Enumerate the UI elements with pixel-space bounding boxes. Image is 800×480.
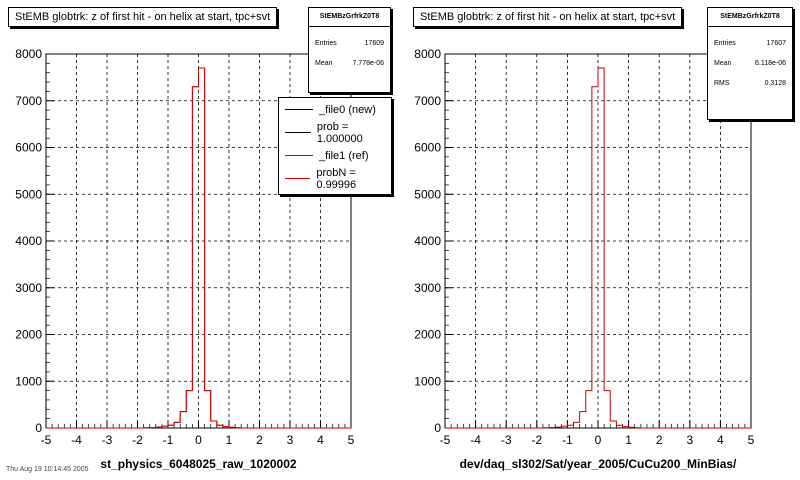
left-ytick-label-3: 3000 [15, 281, 42, 295]
legend-entry-new: _file0 (new) [279, 98, 391, 121]
right-ytick-label-7: 7000 [414, 94, 441, 108]
right-xtick-label-0: -5 [440, 433, 451, 447]
left-stats-mean: Mean 7.778e-06 [309, 60, 390, 67]
right-ytick-label-6: 6000 [414, 141, 441, 155]
legend-entry-prob: prob = 1.000000 [279, 120, 391, 145]
legend-line-probn [285, 178, 311, 179]
right-stats-mean-label: Mean [714, 60, 732, 67]
right-xaxis-label: dev/daq_sl302/Sat/year_2005/CuCu200_MinB… [460, 457, 737, 471]
right-ytick-label-8: 8000 [414, 47, 441, 61]
right-stats-entries-label: Entries [714, 40, 736, 47]
right-stats-entries-value: 17607 [766, 40, 786, 47]
legend-box: _file0 (new) prob = 1.000000 _file1 (ref… [278, 97, 392, 195]
legend-label-new: _file0 (new) [319, 103, 376, 116]
legend-entry-ref: _file1 (ref) [279, 144, 391, 167]
left-xtick-label-2: -3 [102, 433, 113, 447]
left-xtick-label-4: -1 [163, 433, 174, 447]
left-stats-box: StEMBzGrfrkZ0T8 Entries 17609 Mean 7.778… [308, 7, 391, 93]
left-xaxis-label: st_physics_6048025_raw_1020002 [100, 457, 296, 471]
left-stats-entries: Entries 17609 [309, 40, 390, 47]
left-stats-mean-label: Mean [315, 60, 333, 67]
right-stats-rms-label: RMS [714, 80, 730, 87]
right-xtick-label-10: 5 [748, 433, 755, 447]
right-stats-entries: Entries 17607 [708, 40, 792, 47]
right-stats-rms-value: 0.3128 [764, 80, 786, 87]
right-xtick-label-9: 4 [717, 433, 724, 447]
right-ytick-label-3: 3000 [414, 281, 441, 295]
left-stats-name: StEMBzGrfrkZ0T8 [309, 8, 390, 27]
right-stats-mean-value: 6.118e-06 [754, 60, 786, 67]
left-ytick-label-1: 1000 [15, 374, 42, 388]
right-stats-mean: Mean 6.118e-06 [708, 60, 792, 67]
left-xtick-label-0: -5 [41, 433, 52, 447]
right-histogram-series-0 [445, 67, 751, 429]
left-xtick-label-10: 5 [348, 433, 355, 447]
left-ytick-label-6: 6000 [15, 141, 42, 155]
left-histogram-series-1 [46, 67, 351, 429]
right-ytick-label-0: 0 [434, 421, 441, 435]
left-xtick-label-8: 3 [287, 433, 294, 447]
right-xtick-label-4: -1 [562, 433, 573, 447]
left-stats-entries-label: Entries [315, 40, 337, 47]
legend-entry-probn: probN = 0.99996 [279, 166, 391, 191]
left-xtick-label-3: -2 [132, 433, 143, 447]
right-xtick-label-3: -2 [531, 433, 542, 447]
left-stats-entries-value: 17609 [364, 40, 384, 47]
left-ytick-label-4: 4000 [15, 234, 42, 248]
right-xtick-label-7: 2 [656, 433, 663, 447]
right-xtick-label-6: 1 [625, 433, 632, 447]
left-xtick-label-6: 1 [226, 433, 233, 447]
legend-line-prob [285, 132, 311, 133]
right-xtick-label-5: 0 [595, 433, 602, 447]
footer-timestamp: Thu Aug 19 10:14:45 2005 [6, 466, 89, 473]
left-ytick-label-8: 8000 [15, 47, 42, 61]
left-xtick-label-5: 0 [195, 433, 202, 447]
right-stats-name: StEMBzGrfrkZ0T8 [708, 8, 792, 27]
right-title-text: StEMB globtrk: z of first hit - on helix… [420, 11, 676, 23]
right-xtick-label-2: -3 [501, 433, 512, 447]
right-ytick-label-1: 1000 [414, 374, 441, 388]
legend-label-prob: prob = 1.000000 [316, 120, 363, 145]
right-ytick-label-4: 4000 [414, 234, 441, 248]
left-ytick-label-0: 0 [35, 421, 42, 435]
legend-label-probn: probN = 0.99996 [316, 166, 357, 191]
legend-line-new [285, 109, 313, 110]
legend-line-ref [285, 155, 313, 156]
left-xtick-label-7: 2 [256, 433, 263, 447]
legend-label-ref: _file1 (ref) [319, 149, 369, 162]
left-ytick-label-7: 7000 [15, 94, 42, 108]
left-stats-mean-value: 7.778e-06 [352, 60, 384, 67]
right-xtick-label-1: -4 [470, 433, 481, 447]
left-ytick-label-2: 2000 [15, 328, 42, 342]
right-ytick-label-5: 5000 [414, 187, 441, 201]
right-chart-title: StEMB globtrk: z of first hit - on helix… [413, 7, 683, 27]
right-xtick-label-8: 3 [686, 433, 693, 447]
left-xtick-label-1: -4 [71, 433, 82, 447]
right-ytick-label-2: 2000 [414, 328, 441, 342]
left-chart-title: StEMB globtrk: z of first hit - on helix… [8, 7, 278, 27]
right-stats-box: StEMBzGrfrkZ0T8 Entries 17607 Mean 6.118… [707, 7, 793, 120]
left-ytick-label-5: 5000 [15, 187, 42, 201]
right-stats-rms: RMS 0.3128 [708, 80, 792, 87]
left-title-text: StEMB globtrk: z of first hit - on helix… [15, 11, 271, 23]
left-xtick-label-9: 4 [317, 433, 324, 447]
